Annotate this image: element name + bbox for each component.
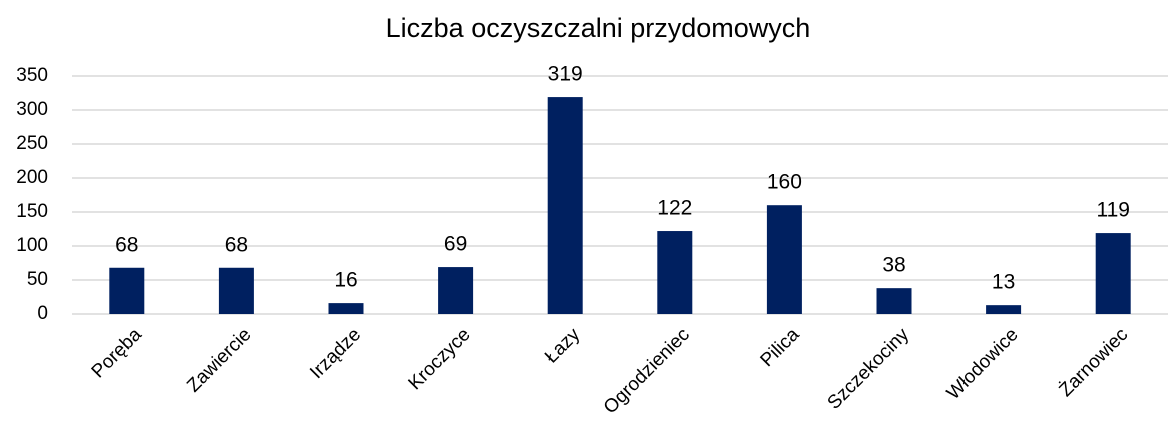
bar — [766, 205, 802, 314]
data-label: 68 — [115, 233, 138, 256]
y-tick-label: 250 — [16, 133, 48, 154]
x-tick-label: Żarnowiec — [1055, 324, 1132, 401]
y-tick-label: 0 — [37, 303, 48, 324]
data-label: 38 — [882, 254, 905, 277]
chart-title: Liczba oczyszczalni przydomowych — [386, 13, 811, 43]
bar — [876, 288, 912, 314]
y-tick-label: 50 — [27, 269, 48, 290]
bar — [109, 267, 145, 314]
data-label: 13 — [992, 271, 1015, 294]
data-label: 68 — [225, 233, 248, 256]
x-tick-label: Kroczyce — [405, 324, 475, 394]
data-label: 160 — [767, 171, 802, 194]
bar — [1095, 233, 1131, 314]
x-tick-label: Poręba — [88, 324, 146, 382]
y-tick-label: 300 — [16, 99, 48, 120]
x-tick-label: Łazy — [541, 324, 585, 368]
bar — [547, 97, 583, 314]
y-tick-label: 200 — [16, 167, 48, 188]
data-label: 122 — [657, 197, 692, 220]
y-tick-label: 350 — [16, 65, 48, 86]
data-label: 119 — [1096, 199, 1129, 222]
bar — [218, 267, 254, 314]
x-tick-label: Pilica — [757, 324, 804, 371]
bar — [986, 305, 1022, 314]
data-label: 16 — [334, 269, 357, 292]
data-label: 69 — [444, 233, 467, 256]
bar — [328, 303, 364, 314]
y-tick-label: 150 — [16, 201, 48, 222]
bar — [438, 267, 474, 314]
bar — [657, 231, 693, 314]
x-tick-label: Irządze — [306, 324, 365, 383]
data-label: 319 — [548, 63, 583, 86]
x-tick-label: Zawiercie — [183, 324, 255, 396]
x-tick-label: Włodowice — [943, 324, 1023, 404]
x-tick-label: Ogrodzieniec — [600, 324, 694, 418]
y-tick-label: 100 — [16, 235, 48, 256]
x-tick-label: Szczekociny — [824, 324, 914, 414]
